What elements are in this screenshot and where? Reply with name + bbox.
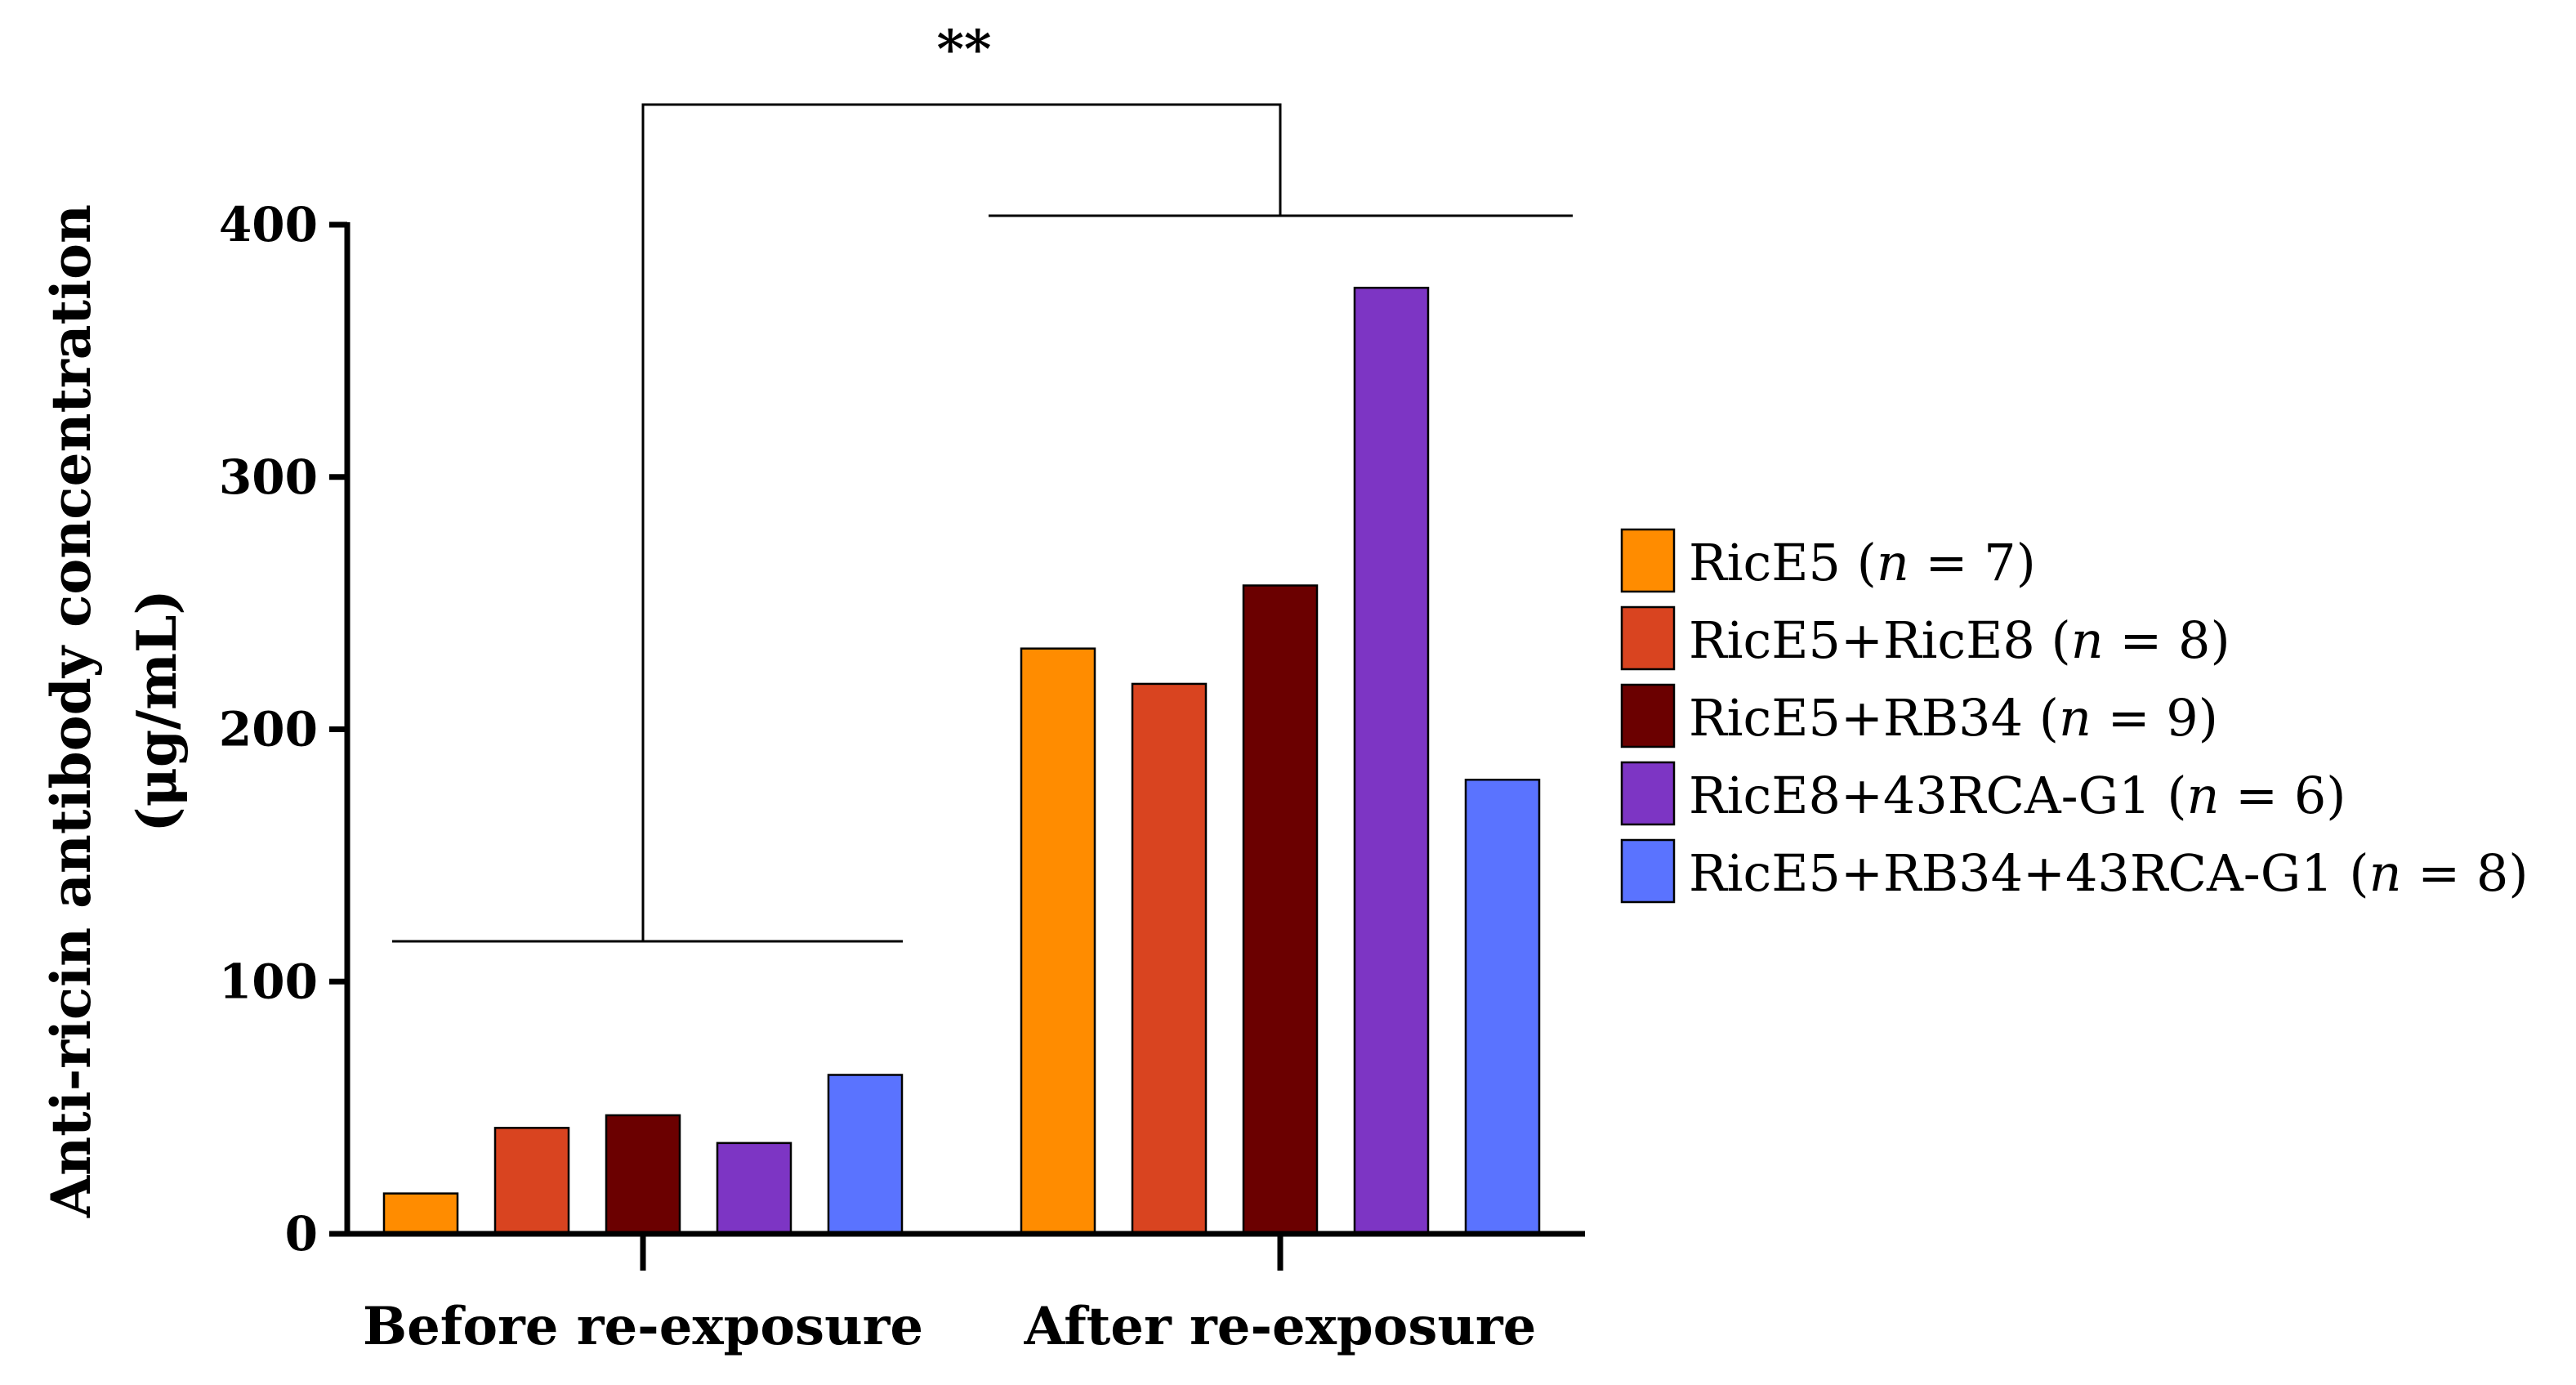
y-tick-label: 100 [219, 954, 318, 1009]
legend-n-value: 8 [2476, 843, 2508, 903]
bar-rice5-rb34-before [605, 1114, 681, 1235]
legend-swatch [1620, 528, 1676, 593]
legend-n-symbol: n [2059, 688, 2092, 748]
legend-series-name: RicE5 [1689, 533, 1841, 592]
bar-rice5-rb34-43rca-g1-after [1464, 779, 1541, 1235]
legend-equals: = [2219, 766, 2293, 825]
legend-n-symbol: n [2369, 843, 2402, 903]
legend-paren: ( [2023, 688, 2059, 748]
axes-group [344, 222, 1585, 1237]
legend-swatch [1620, 838, 1676, 904]
bar-rice5-rice8-before [493, 1127, 570, 1235]
bar-rice8-43rca-g1-after [1353, 286, 1430, 1235]
significance-label: ** [937, 19, 992, 80]
legend-entry: RicE5+RicE8 (n = 8) [1689, 610, 2230, 670]
legend-paren: ) [2211, 610, 2230, 670]
bar-rice8-43rca-g1-before [716, 1142, 792, 1235]
legend-series-name: RicE5+RB34 [1689, 688, 2023, 748]
legend-paren: ( [2333, 843, 2369, 903]
legend-entry: RicE5+RB34 (n = 9) [1689, 688, 2218, 748]
x-axis-labels: Before re-exposure After re-exposure [363, 1234, 1536, 1357]
legend-swatch [1620, 605, 1676, 671]
x-category-label: After re-exposure [1024, 1296, 1537, 1357]
legend-paren: ) [2508, 843, 2528, 903]
legend-equals: = [2092, 688, 2166, 748]
bar-rice5-rb34-after [1242, 584, 1319, 1235]
legend-n-value: 7 [1984, 533, 2016, 592]
bars-group [382, 286, 1541, 1235]
legend-swatch [1620, 683, 1676, 748]
legend-entry: RicE8+43RCA-G1 (n = 6) [1689, 766, 2346, 825]
legend-paren: ( [2151, 766, 2187, 825]
y-tick-label: 200 [219, 702, 318, 757]
y-axis-ticks: 0 100 200 300 400 [219, 197, 347, 1262]
legend-paren: ( [1841, 533, 1877, 592]
legend-paren: ) [2326, 766, 2346, 825]
legend-equals: = [2402, 843, 2476, 903]
bar-rice5-rice8-after [1131, 682, 1208, 1235]
legend-swatch [1620, 761, 1676, 826]
legend-series-name: RicE5+RicE8 [1689, 610, 2035, 670]
legend-entry: RicE5+RB34+43RCA-G1 (n = 8) [1689, 843, 2529, 903]
legend-equals: = [1909, 533, 1984, 592]
legend: RicE5 (n = 7)RicE5+RicE8 (n = 8)RicE5+RB… [1620, 528, 2529, 904]
legend-series-name: RicE8+43RCA-G1 [1689, 766, 2151, 825]
legend-entry: RicE5 (n = 7) [1689, 533, 2036, 592]
bracket-comparison [641, 103, 1282, 941]
y-tick-label: 400 [219, 197, 318, 252]
significance-brackets [392, 103, 1573, 943]
legend-paren: ) [2199, 688, 2218, 748]
x-category-label: Before re-exposure [363, 1296, 923, 1357]
legend-n-value: 6 [2294, 766, 2326, 825]
bar-rice5-after [1020, 647, 1096, 1235]
legend-n-symbol: n [2071, 610, 2104, 670]
legend-n-symbol: n [1877, 533, 1909, 592]
legend-n-value: 8 [2178, 610, 2210, 670]
y-tick-label: 300 [219, 449, 318, 505]
legend-n-value: 9 [2166, 688, 2198, 748]
y-axis-label-line2: (μg/mL) [125, 589, 189, 832]
legend-paren: ( [2035, 610, 2071, 670]
legend-paren: ) [2016, 533, 2036, 592]
y-axis-label-line1: Anti-ricin antibody concentration [39, 204, 103, 1218]
bar-rice5-before [382, 1192, 459, 1235]
y-tick-label: 0 [285, 1206, 318, 1262]
legend-n-symbol: n [2187, 766, 2220, 825]
legend-series-name: RicE5+RB34+43RCA-G1 [1689, 843, 2333, 903]
bar-rice5-rb34-43rca-g1-before [827, 1074, 904, 1235]
legend-equals: = [2104, 610, 2178, 670]
